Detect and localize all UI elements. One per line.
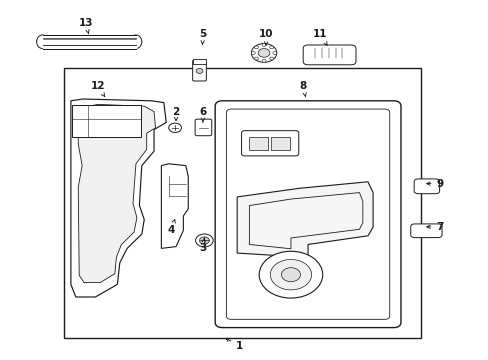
Circle shape (168, 123, 181, 132)
FancyBboxPatch shape (410, 224, 441, 238)
FancyBboxPatch shape (303, 45, 355, 65)
Circle shape (269, 46, 273, 49)
Text: 12: 12 (90, 81, 105, 96)
Circle shape (272, 51, 276, 54)
Text: 9: 9 (426, 179, 443, 189)
Circle shape (270, 260, 311, 290)
Text: 7: 7 (426, 222, 443, 232)
Circle shape (195, 234, 213, 247)
FancyBboxPatch shape (413, 179, 439, 194)
Bar (192, 59, 206, 64)
Text: 1: 1 (225, 338, 243, 351)
Polygon shape (161, 164, 188, 248)
Circle shape (269, 57, 273, 60)
Circle shape (199, 237, 209, 244)
Circle shape (262, 44, 265, 46)
Bar (72, 105, 141, 137)
Bar (249, 137, 267, 150)
Text: 11: 11 (312, 29, 327, 45)
Circle shape (281, 268, 300, 282)
Text: 6: 6 (199, 107, 206, 122)
Bar (63, 68, 420, 338)
Ellipse shape (130, 35, 142, 49)
Polygon shape (237, 182, 372, 257)
Polygon shape (71, 99, 166, 297)
Text: 4: 4 (167, 220, 175, 235)
Polygon shape (78, 104, 155, 283)
Text: 8: 8 (299, 81, 306, 97)
Text: 2: 2 (172, 107, 179, 121)
Circle shape (196, 68, 203, 73)
Circle shape (258, 49, 269, 57)
Circle shape (251, 44, 276, 62)
Circle shape (254, 57, 258, 60)
Text: 5: 5 (199, 29, 206, 45)
FancyBboxPatch shape (195, 119, 211, 136)
Text: 3: 3 (199, 238, 206, 253)
Text: 13: 13 (78, 18, 93, 34)
Circle shape (262, 59, 265, 62)
FancyBboxPatch shape (215, 101, 400, 328)
Text: 10: 10 (259, 29, 273, 45)
FancyBboxPatch shape (192, 60, 206, 81)
FancyBboxPatch shape (241, 131, 298, 156)
Ellipse shape (37, 35, 48, 49)
Circle shape (251, 51, 255, 54)
Circle shape (254, 46, 258, 49)
Circle shape (259, 251, 322, 298)
Bar (271, 137, 289, 150)
